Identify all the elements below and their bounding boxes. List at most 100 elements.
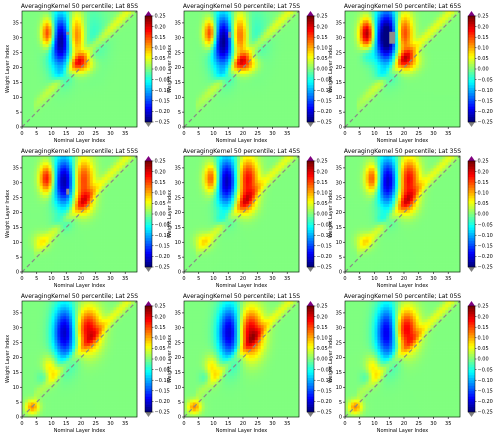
- heatmap-cell: [225, 118, 228, 121]
- heatmap-cell: [255, 94, 258, 97]
- heatmap-cell: [108, 115, 111, 118]
- heatmap-cell: [25, 50, 28, 53]
- x-tick-label: 30: [269, 131, 275, 137]
- heatmap-cell: [287, 11, 290, 14]
- heatmap-cell: [196, 14, 199, 17]
- heatmap-cell: [386, 41, 389, 44]
- heatmap-cell: [258, 44, 261, 47]
- heatmap-cell: [219, 76, 222, 79]
- heatmap-cell: [360, 112, 363, 115]
- heatmap-cell: [278, 121, 281, 124]
- heatmap-cell: [122, 20, 125, 23]
- heatmap-cell: [272, 53, 275, 56]
- heatmap-cell: [119, 70, 122, 73]
- heatmap-cell: [119, 56, 122, 59]
- heatmap-cell: [131, 59, 134, 62]
- colorbar-segment: [468, 103, 475, 106]
- heatmap-cell: [366, 11, 369, 14]
- heatmap-cell: [351, 32, 354, 35]
- heatmap-cell: [372, 88, 375, 91]
- heatmap-cell: [240, 97, 243, 100]
- heatmap-cell: [234, 88, 237, 91]
- heatmap-cell: [451, 70, 454, 73]
- heatmap-cell: [196, 73, 199, 76]
- heatmap-cell: [51, 23, 54, 26]
- heatmap-cell: [246, 118, 249, 121]
- heatmap-cell: [454, 82, 457, 85]
- heatmap-cell: [374, 65, 377, 68]
- heatmap-cell: [63, 85, 66, 88]
- heatmap-cell: [425, 115, 428, 118]
- heatmap-cell: [105, 20, 108, 23]
- heatmap-cell: [243, 85, 246, 88]
- heatmap-cell: [255, 62, 258, 65]
- heatmap-cell: [439, 32, 442, 35]
- heatmap-cell: [237, 97, 240, 100]
- heatmap-cell: [270, 73, 273, 76]
- heatmap-cell: [199, 88, 202, 91]
- heatmap-cell: [49, 103, 52, 106]
- heatmap-cell: [410, 14, 413, 17]
- heatmap-cell: [187, 29, 190, 32]
- heatmap-cell: [290, 118, 293, 121]
- heatmap-cell: [72, 26, 75, 29]
- colorbar-segment: [468, 40, 475, 43]
- heatmap-cell: [34, 85, 37, 88]
- heatmap-cell: [31, 32, 34, 35]
- colorbar-segment: [468, 72, 475, 75]
- heatmap-cell: [31, 70, 34, 73]
- heatmap-cell: [228, 76, 231, 79]
- heatmap-cell: [234, 56, 237, 59]
- heatmap-cell: [63, 76, 66, 79]
- heatmap-cell: [75, 59, 78, 62]
- heatmap-cell: [369, 65, 372, 68]
- heatmap-cell: [110, 109, 113, 112]
- heatmap-cell: [122, 35, 125, 38]
- heatmap-cell: [425, 14, 428, 17]
- heatmap-cell: [369, 59, 372, 62]
- heatmap-cell: [69, 14, 72, 17]
- heatmap-cell: [113, 70, 116, 73]
- heatmap-cell: [128, 44, 131, 47]
- heatmap-cell: [454, 112, 457, 115]
- heatmap-cell: [433, 29, 436, 32]
- heatmap-cell: [425, 94, 428, 97]
- heatmap-cell: [193, 11, 196, 14]
- heatmap-cell: [75, 88, 78, 91]
- heatmap-cell: [122, 121, 125, 124]
- heatmap-cell: [419, 70, 422, 73]
- heatmap-cell: [410, 94, 413, 97]
- heatmap-cell: [202, 47, 205, 50]
- colorbar-tick-label: 0.20: [478, 24, 489, 30]
- heatmap-cell: [40, 17, 43, 20]
- heatmap-cell: [110, 94, 113, 97]
- heatmap-cell: [22, 38, 25, 41]
- heatmap-cell: [72, 53, 75, 56]
- heatmap-cell: [231, 97, 234, 100]
- heatmap-cell: [454, 121, 457, 124]
- heatmap-cell: [272, 44, 275, 47]
- heatmap-cell: [267, 91, 270, 94]
- colorbar-segment: [468, 64, 475, 67]
- heatmap-cell: [290, 91, 293, 94]
- heatmap-cell: [419, 44, 422, 47]
- heatmap-cell: [51, 29, 54, 32]
- heatmap-cell: [25, 59, 28, 62]
- heatmap-cell: [272, 103, 275, 106]
- heatmap-cell: [413, 70, 416, 73]
- x-tick-label: 10: [371, 131, 377, 137]
- heatmap-cell: [37, 53, 40, 56]
- heatmap-cell: [386, 11, 389, 14]
- heatmap-cell: [105, 85, 108, 88]
- heatmap-cell: [122, 26, 125, 29]
- heatmap-cell: [113, 62, 116, 65]
- heatmap-cell: [374, 70, 377, 73]
- heatmap-cell: [110, 112, 113, 115]
- heatmap-cell: [34, 94, 37, 97]
- heatmap-cell: [66, 56, 69, 59]
- heatmap-cell: [25, 73, 28, 76]
- heatmap-cell: [190, 20, 193, 23]
- heatmap-cell: [54, 121, 57, 124]
- heatmap-cell: [293, 44, 296, 47]
- heatmap-cell: [372, 109, 375, 112]
